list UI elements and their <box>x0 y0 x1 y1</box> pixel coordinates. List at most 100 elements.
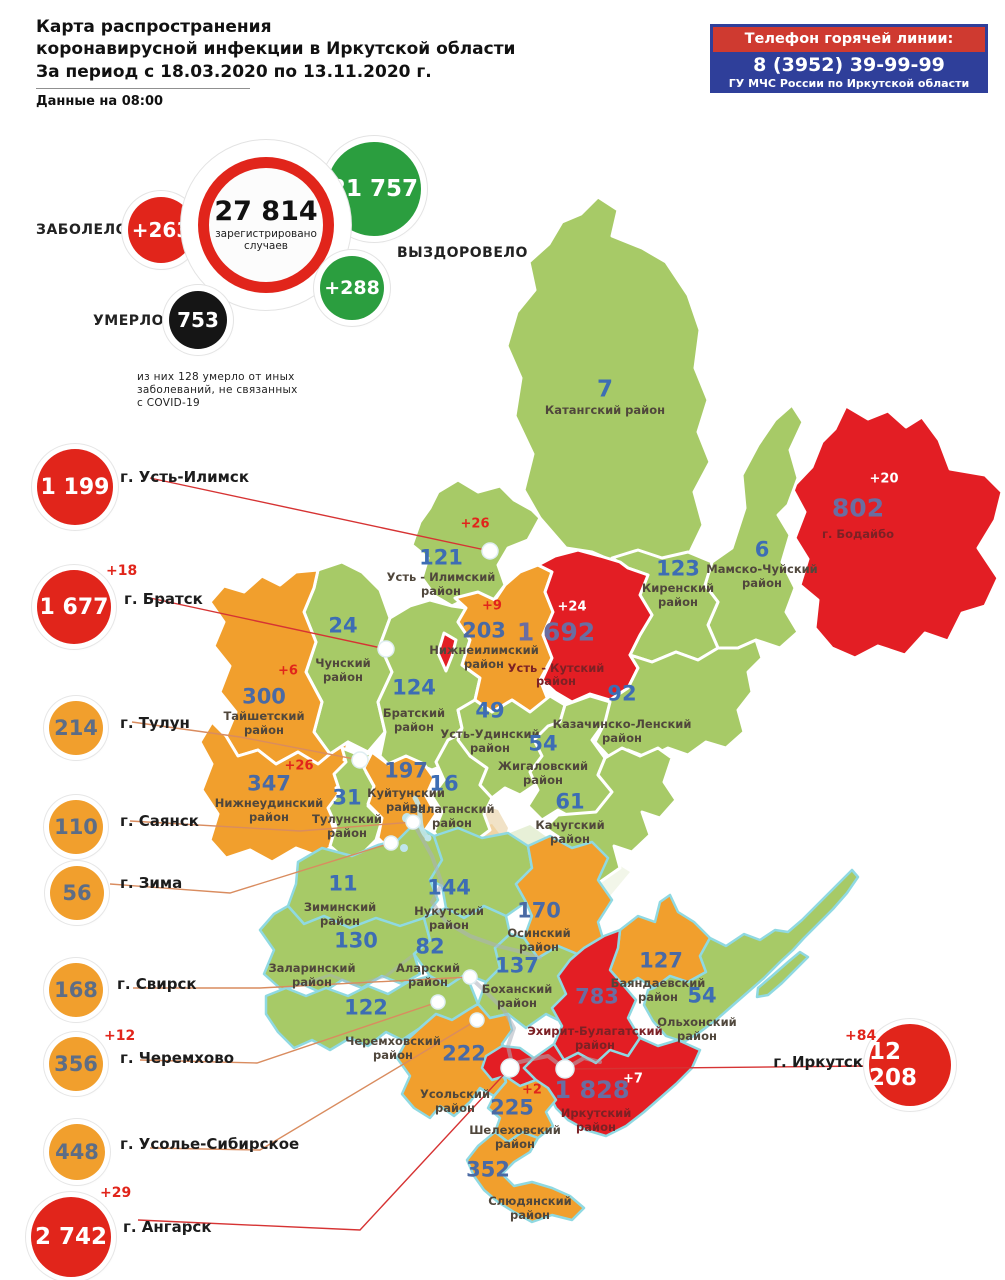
line-bratsk <box>149 597 387 650</box>
hotline-phone: 8 (3952) 39-99-99 <box>753 54 945 76</box>
dot-usolye <box>469 1012 485 1028</box>
registered-circle: 27 814 зарегистрировано случаев <box>198 157 334 293</box>
region-cases-bratsky: 124 <box>392 675 436 700</box>
region-cases-slyudyansky: 352 <box>466 1157 510 1182</box>
hotline-org: ГУ МЧС России по Иркутской области <box>728 77 970 90</box>
region-name-bayandaevsky: Баяндаевский район <box>610 976 706 1004</box>
region-cases-bokhansky: 137 <box>495 953 539 978</box>
region-delta-nizhneilimsky: +9 <box>482 598 502 614</box>
sick-delta-circle: +263 <box>128 197 194 263</box>
city-circle-zima: 56 <box>50 866 104 920</box>
region-cases-olkhonsky: 54 <box>687 983 717 1008</box>
region-name-balagansky: Балаганский район <box>409 802 495 830</box>
region-name-nukutsky: Нукутский район <box>414 904 484 932</box>
region-name-kachugsky: Качугский район <box>535 818 605 846</box>
city-circle-svirsk: 168 <box>49 963 103 1017</box>
city-delta-bratsk: +18 <box>106 563 138 579</box>
region-cases-kachugsky: 61 <box>555 789 585 814</box>
reservoir-dot <box>400 844 408 852</box>
region-name-zalarinsky: Заларинский район <box>268 961 356 989</box>
region-shape-bayandaevsky <box>608 893 712 990</box>
sick-label: ЗАБОЛЕЛО <box>36 222 129 238</box>
line-cheremkhovo <box>139 1001 439 1064</box>
line-usolye <box>149 1019 478 1151</box>
region-cases-alarsky: 82 <box>415 934 445 959</box>
sick-delta-value: +263 <box>131 218 191 242</box>
region-name-usolsky: Усольский район <box>419 1087 491 1115</box>
region-shape-nukutsky <box>428 826 534 920</box>
region-delta-bodaibo: +20 <box>869 471 899 487</box>
hotline-title: Телефон горячей линии: <box>713 27 985 52</box>
city-value-tulun: 214 <box>54 716 98 740</box>
recovered-delta-circle: +288 <box>320 256 384 320</box>
region-cases-tulunsky: 31 <box>332 785 362 810</box>
region-name-kuitunsky: Куйтунский район <box>367 786 445 814</box>
city-label-bratsk: г. Братск <box>124 590 203 608</box>
region-shape-nizhneilimsky <box>453 563 555 714</box>
region-cases-nizhneilimsky: 203 <box>462 618 506 643</box>
registered-value: 27 814 <box>214 195 318 227</box>
city-circle-cheremkhovo: 356 <box>49 1037 103 1091</box>
region-cases-chunsky: 24 <box>328 613 358 638</box>
region-delta-shelekhovsky: +2 <box>522 1082 542 1098</box>
dot-zima <box>383 835 399 851</box>
region-cases-cheremkhovsky: 122 <box>344 995 388 1020</box>
region-cases-irkutsky: 1 828 <box>554 1076 630 1104</box>
reservoir-squiggle <box>412 795 429 839</box>
region-name-zhigalovsky: Жигаловский район <box>497 759 589 787</box>
dot-cheremkhovo <box>430 994 446 1010</box>
region-name-olkhonsky: Ольхонский район <box>657 1015 737 1043</box>
region-shape-bodaibo <box>790 404 1004 660</box>
page-title: Карта распространения коронавирусной инф… <box>36 17 516 82</box>
region-cases-ekhirit: 783 <box>575 984 619 1009</box>
city-delta-cheremkhovo: +12 <box>104 1028 136 1044</box>
region-cases-kuitunsky: 197 <box>384 758 428 783</box>
dot-bratsk <box>377 640 395 658</box>
city-delta-irkutsk: +84 <box>845 1028 877 1044</box>
city-circle-irkutsk: 12 208 <box>869 1024 951 1106</box>
region-name-osinsky: Осинский район <box>507 926 571 954</box>
region-cases-ust_udinsky: 49 <box>475 698 505 723</box>
city-label-ust_ilimsk: г. Усть-Илимск <box>120 468 250 486</box>
olkhon-island <box>755 950 810 999</box>
died-circle: 753 <box>169 291 227 349</box>
region-shape-olkhonsky <box>642 868 860 1044</box>
city-value-usolye: 448 <box>55 1140 99 1164</box>
region-cases-bayandaevsky: 127 <box>639 948 683 973</box>
region-name-bokhansky: Боханский район <box>481 982 553 1010</box>
city-label-sayansk: г. Саянск <box>120 812 199 830</box>
region-cases-balagansky: 16 <box>429 771 459 796</box>
region-cases-ust_kutsky: 1 692 <box>516 617 596 647</box>
reservoir-dot <box>424 834 432 842</box>
region-cases-kirensky: 123 <box>656 556 700 581</box>
red-sliver-bratsky <box>436 631 458 673</box>
region-cases-katangsky: 7 <box>596 376 614 403</box>
region-cases-bodaibo: 802 <box>831 493 885 523</box>
line-sayansk <box>129 820 414 832</box>
region-cases-taishetsky: 300 <box>242 684 286 709</box>
region-name-chunsky: Чунский район <box>315 656 371 684</box>
city-label-zima: г. Зима <box>120 874 183 892</box>
region-shape-slyudyansky <box>465 1130 586 1224</box>
dot-angarsk <box>500 1058 520 1078</box>
line-zima <box>109 842 392 894</box>
city-label-usolye: г. Усолье-Сибирское <box>120 1135 300 1153</box>
region-delta-irkutsky: +7 <box>623 1071 643 1087</box>
hotline-box: Телефон горячей линии: 8 (3952) 39-99-99… <box>710 24 988 93</box>
region-delta-taishetsky: +6 <box>278 663 298 679</box>
city-value-irkutsk: 12 208 <box>869 1039 918 1091</box>
region-name-nizhneudinsky: Нижнеудинский район <box>214 796 324 824</box>
region-name-bratsky: Братский район <box>382 706 446 734</box>
registered-caption: зарегистрировано случаев <box>215 227 317 252</box>
data-asof: Данные на 08:00 <box>36 94 164 109</box>
city-circle-usolye: 448 <box>49 1124 105 1180</box>
city-value-sayansk: 110 <box>54 815 98 839</box>
city-label-svirsk: г. Свирск <box>117 975 197 993</box>
line-irkutsk <box>564 1065 869 1070</box>
region-name-ust_udinsky: Усть-Удинский район <box>440 727 540 755</box>
recovered-circle: 21 757 <box>327 142 421 236</box>
recovered-delta-value: +288 <box>324 277 380 299</box>
region-cases-mamsko: 6 <box>754 537 770 562</box>
